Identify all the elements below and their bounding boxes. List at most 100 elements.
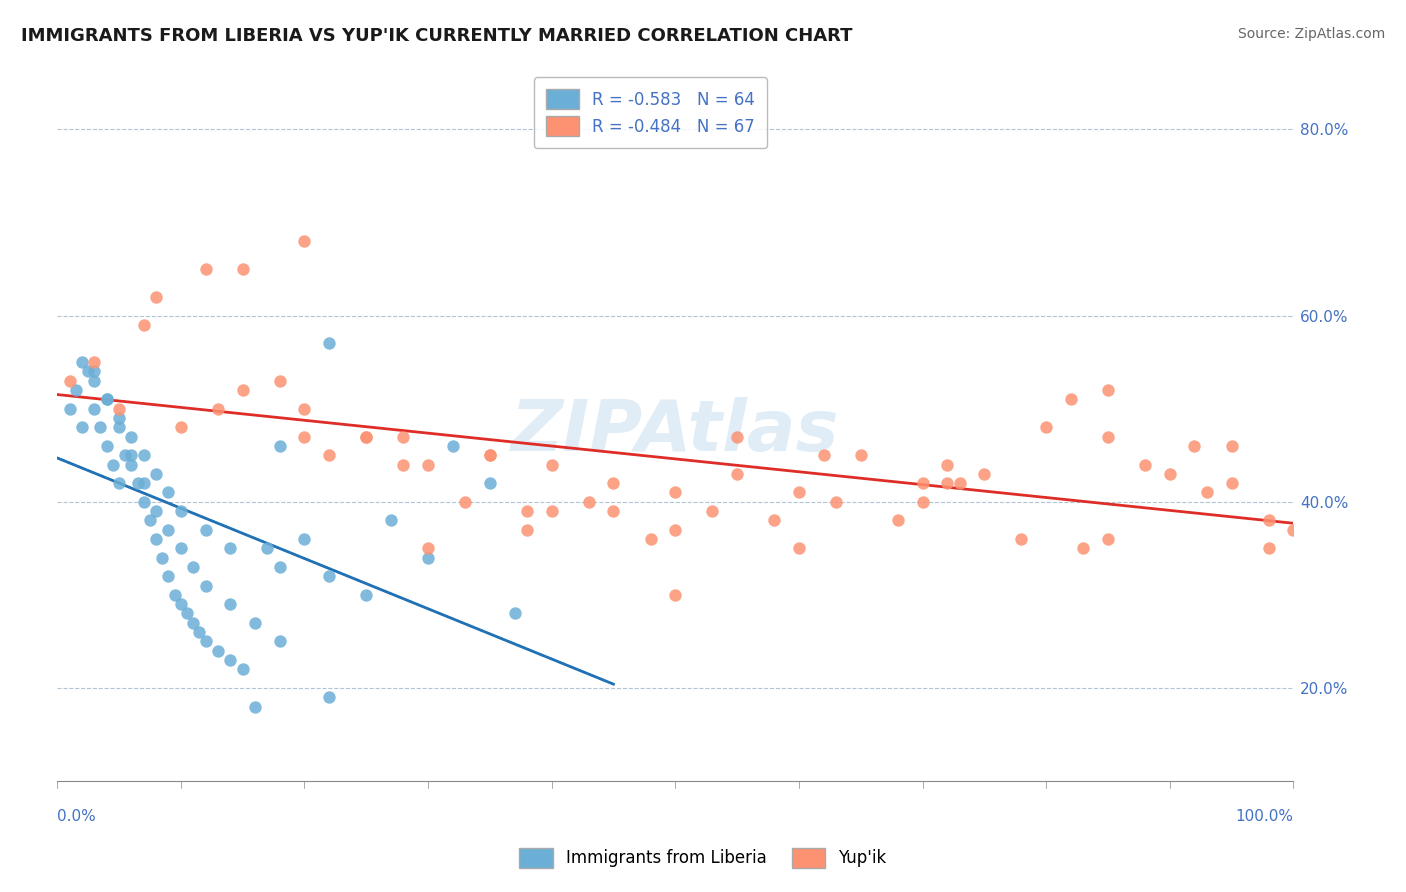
Point [207, 643, 229, 657]
Point [478, 448, 501, 462]
Point [108, 420, 131, 434]
Point [89, 420, 111, 434]
Point [145, 532, 167, 546]
Point [120, 448, 142, 462]
Point [294, 429, 316, 443]
Point [83, 355, 105, 369]
Point [294, 532, 316, 546]
Point [157, 485, 180, 500]
Point [849, 448, 872, 462]
Point [127, 476, 149, 491]
Point [70, 420, 93, 434]
Point [763, 513, 786, 527]
Point [194, 634, 217, 648]
Point [194, 523, 217, 537]
Point [176, 607, 198, 621]
Text: Source: ZipAtlas.com: Source: ZipAtlas.com [1237, 27, 1385, 41]
Point [578, 494, 600, 508]
Point [1184, 439, 1206, 453]
Point [219, 597, 242, 611]
Point [602, 504, 624, 518]
Point [1097, 429, 1119, 443]
Point [181, 560, 204, 574]
Point [219, 653, 242, 667]
Point [936, 476, 959, 491]
Point [194, 578, 217, 592]
Point [911, 494, 934, 508]
Point [163, 588, 186, 602]
Point [1035, 420, 1057, 434]
Point [108, 401, 131, 416]
Point [132, 448, 155, 462]
Point [813, 448, 835, 462]
Point [65, 383, 87, 397]
Point [380, 513, 402, 527]
Point [1097, 532, 1119, 546]
Point [318, 569, 340, 583]
Point [392, 429, 415, 443]
Point [256, 541, 278, 556]
Point [416, 541, 439, 556]
Point [132, 494, 155, 508]
Point [825, 494, 848, 508]
Point [441, 439, 464, 453]
Point [354, 429, 377, 443]
Point [392, 458, 415, 472]
Point [664, 485, 686, 500]
Point [454, 494, 477, 508]
Point [1220, 476, 1243, 491]
Point [478, 448, 501, 462]
Point [1282, 523, 1305, 537]
Point [725, 429, 748, 443]
Point [1097, 383, 1119, 397]
Point [120, 458, 142, 472]
Point [664, 588, 686, 602]
Point [114, 448, 136, 462]
Point [101, 458, 124, 472]
Point [232, 262, 254, 277]
Point [540, 458, 562, 472]
Point [83, 364, 105, 378]
Point [294, 234, 316, 248]
Point [269, 634, 291, 648]
Text: 100.0%: 100.0% [1236, 809, 1294, 824]
Point [318, 336, 340, 351]
Point [1133, 458, 1156, 472]
Point [702, 504, 724, 518]
Point [354, 588, 377, 602]
Point [145, 290, 167, 304]
Point [503, 607, 526, 621]
Text: ZIPAtlas: ZIPAtlas [510, 398, 839, 467]
Point [139, 513, 162, 527]
Point [416, 550, 439, 565]
Point [157, 569, 180, 583]
Point [516, 523, 538, 537]
Point [787, 485, 810, 500]
Point [887, 513, 910, 527]
Point [181, 615, 204, 630]
Point [936, 458, 959, 472]
Point [207, 401, 229, 416]
Point [973, 467, 995, 481]
Point [269, 374, 291, 388]
Point [194, 262, 217, 277]
Point [516, 504, 538, 518]
Point [58, 401, 80, 416]
Point [294, 401, 316, 416]
Point [1195, 485, 1218, 500]
Point [232, 662, 254, 676]
Legend: R = -0.583   N = 64, R = -0.484   N = 67: R = -0.583 N = 64, R = -0.484 N = 67 [534, 78, 768, 148]
Point [416, 458, 439, 472]
Point [232, 383, 254, 397]
Point [1010, 532, 1032, 546]
Point [1257, 513, 1279, 527]
Point [478, 476, 501, 491]
Point [70, 355, 93, 369]
Point [949, 476, 972, 491]
Point [83, 374, 105, 388]
Point [145, 504, 167, 518]
Point [170, 541, 193, 556]
Text: 0.0%: 0.0% [58, 809, 96, 824]
Point [640, 532, 662, 546]
Point [108, 476, 131, 491]
